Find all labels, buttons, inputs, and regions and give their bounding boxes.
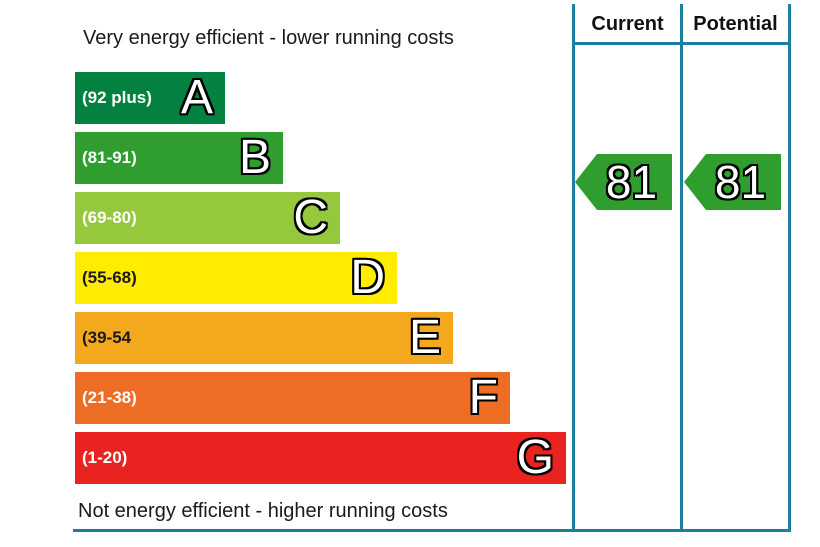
potential-column-header: Potential (693, 13, 778, 35)
band-e: (39-54 E (75, 312, 453, 364)
band-f: (21-38) F (75, 372, 510, 424)
band-g-range-label: (1-20) (82, 448, 128, 467)
band-c: (69-80) C (75, 192, 340, 244)
band-a: (92 plus) A (75, 72, 225, 124)
band-d: (55-68) D (75, 252, 397, 304)
band-e-range-label: (39-54 (82, 328, 132, 347)
band-e-grade-letter: E (408, 311, 441, 364)
band-b-range-label: (81-91) (82, 148, 137, 167)
band-d-range-label: (55-68) (82, 268, 137, 287)
current-column-header: Current (591, 13, 664, 35)
table-divider-middle (680, 4, 683, 532)
header-underline (572, 42, 791, 45)
table-divider-right (788, 4, 791, 532)
bottom-axis-line (73, 529, 791, 532)
caption-top-efficient: Very energy efficient - lower running co… (83, 27, 454, 49)
band-c-grade-letter: C (293, 191, 328, 244)
band-g: (1-20) G (75, 432, 566, 484)
band-a-grade-letter: A (180, 71, 213, 124)
band-b-grade-letter: B (238, 131, 271, 184)
band-d-grade-letter: D (350, 251, 385, 304)
band-f-range-label: (21-38) (82, 388, 137, 407)
band-c-range-label: (69-80) (82, 208, 137, 227)
band-a-range-label: (92 plus) (82, 88, 152, 107)
current-rating-value: 81 (605, 156, 658, 208)
table-divider-left (572, 4, 575, 532)
caption-bottom-not-efficient: Not energy efficient - higher running co… (78, 500, 448, 522)
band-f-grade-letter: F (468, 371, 498, 424)
potential-rating-arrow: 81 (684, 154, 781, 210)
potential-rating-value: 81 (714, 156, 767, 208)
current-rating-arrow: 81 (575, 154, 672, 210)
band-g-grade-letter: G (516, 431, 554, 484)
band-b: (81-91) B (75, 132, 283, 184)
